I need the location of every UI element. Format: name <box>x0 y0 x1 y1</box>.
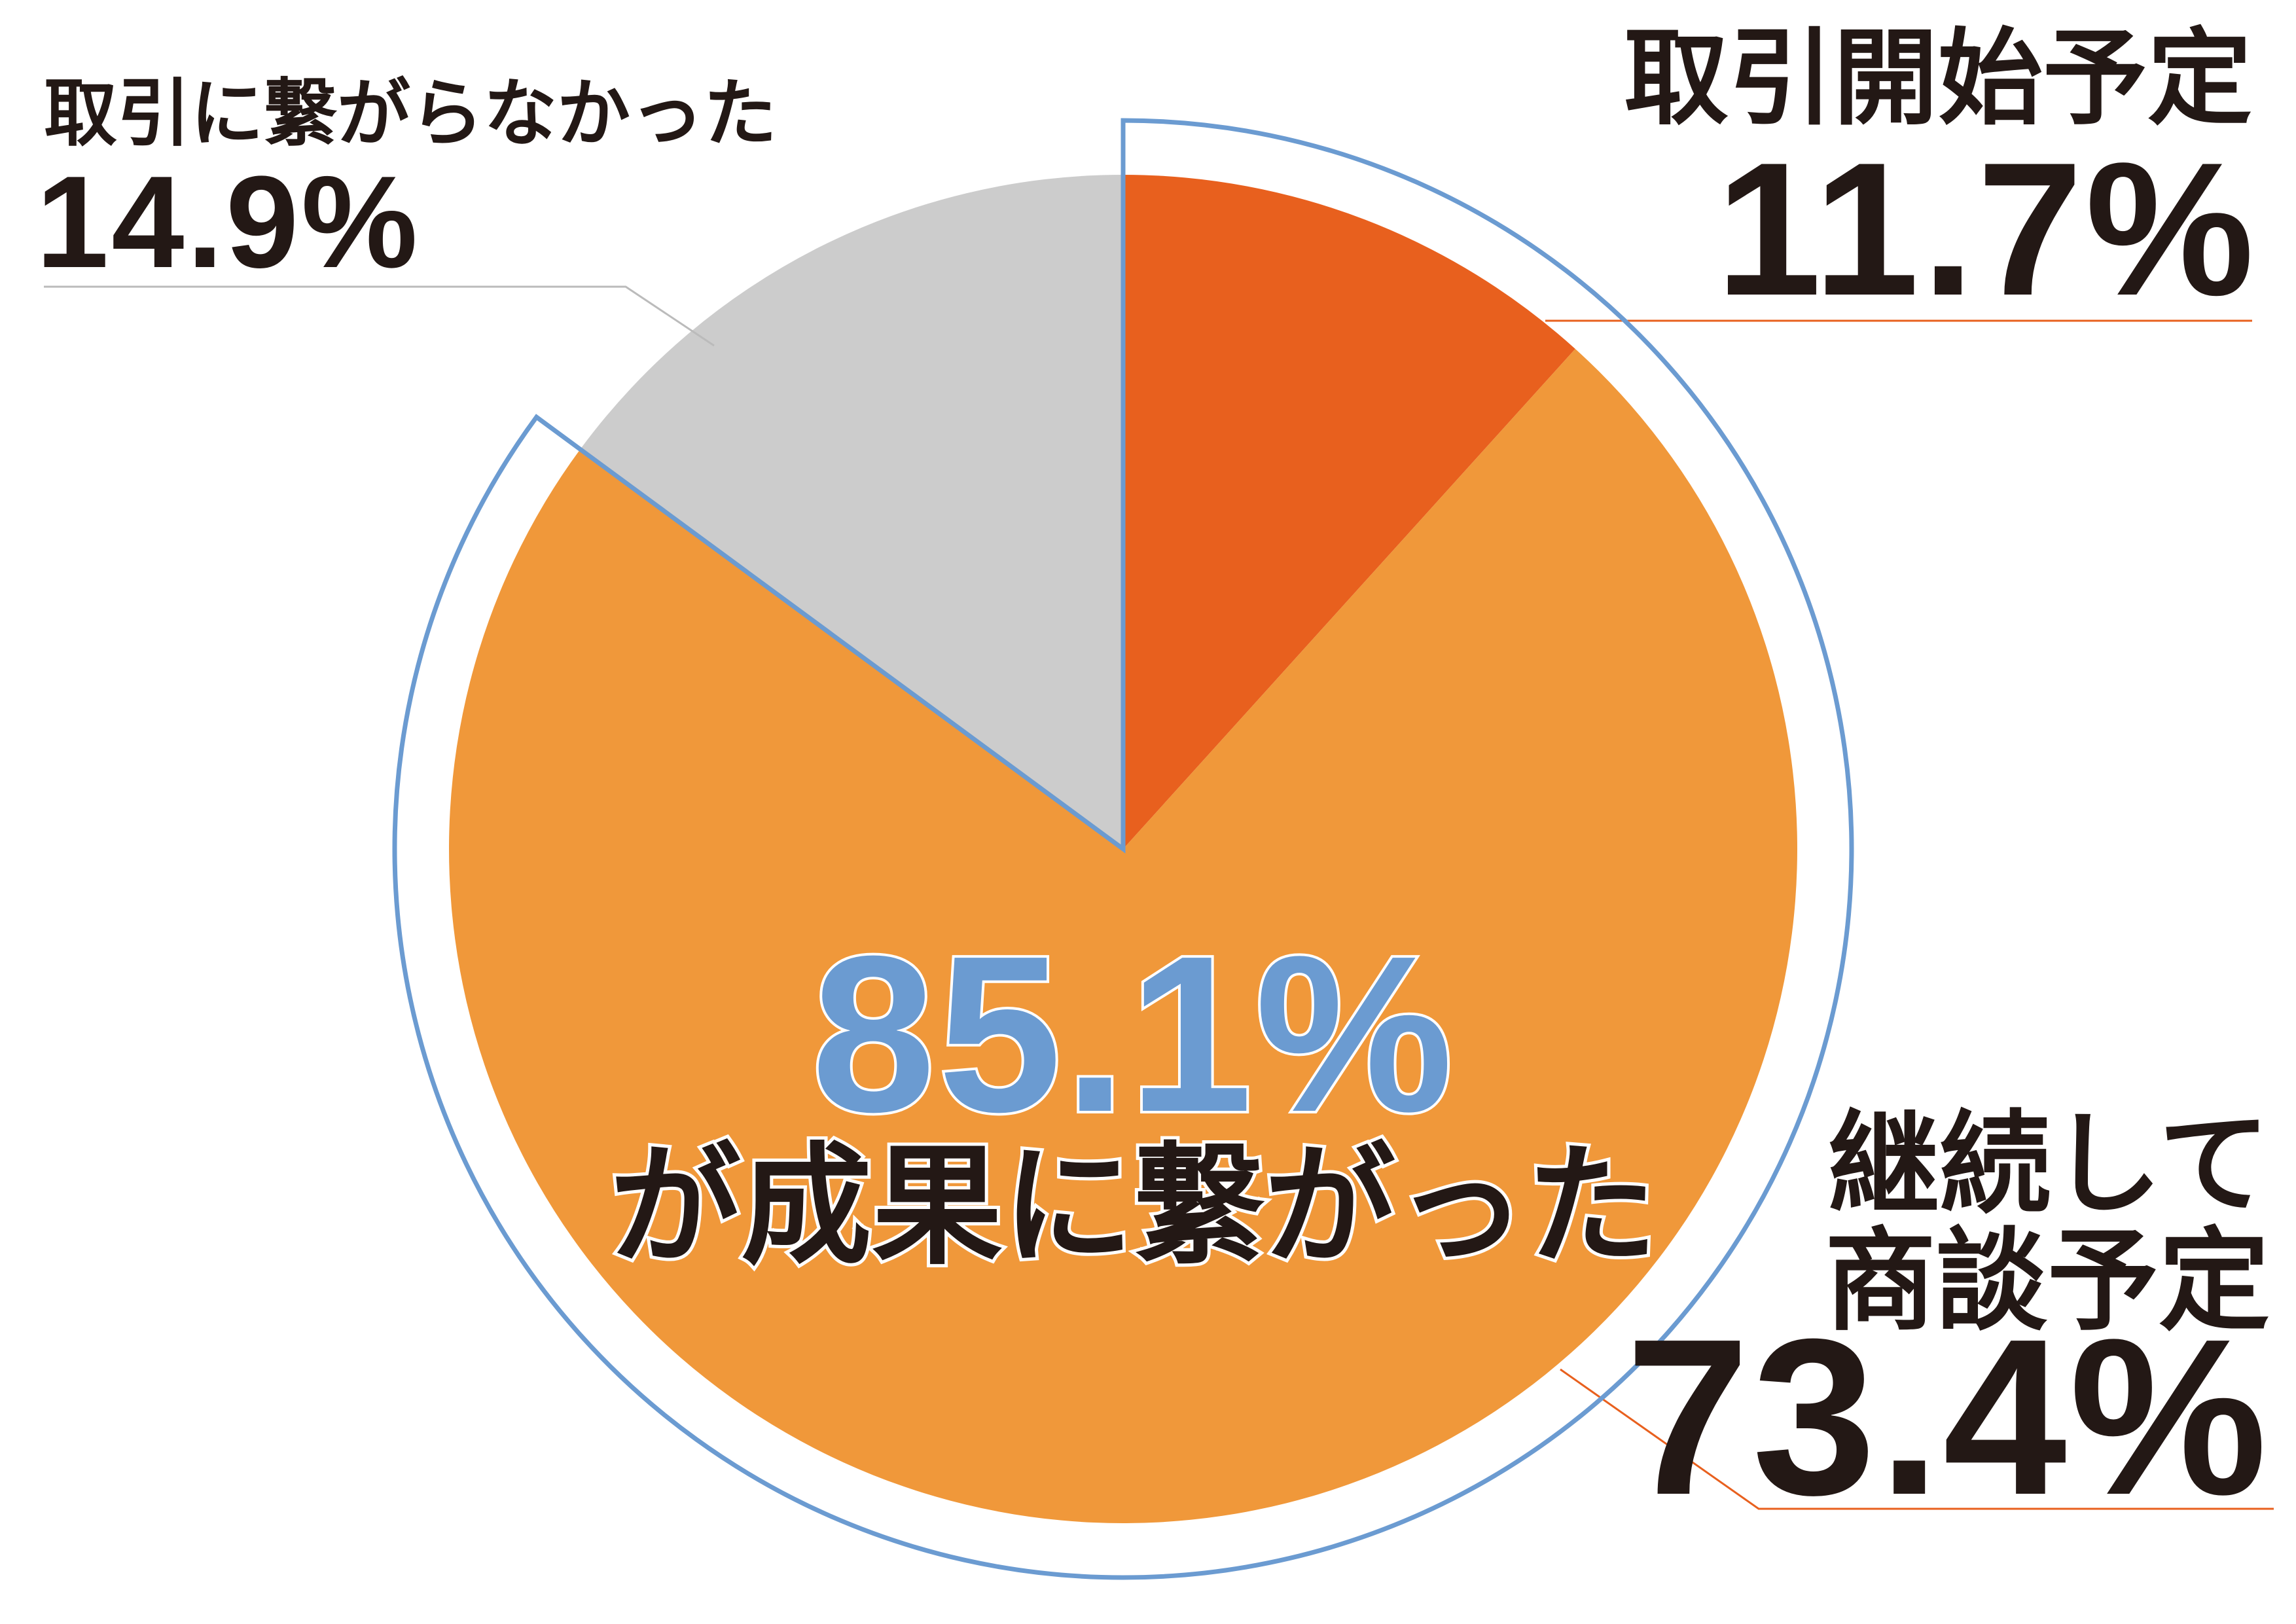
category-label: 取引開始予定 <box>1623 17 2252 139</box>
category-label: 継続して商談予定 <box>1824 1100 2270 1346</box>
pie-slice <box>1123 175 1575 849</box>
pie-slice <box>449 349 1797 1524</box>
highlight-value: 85.1% <box>809 910 1456 1159</box>
leader-line <box>44 285 715 347</box>
leader-line <box>1560 1368 2274 1510</box>
value-label: 11.7% <box>1715 123 2257 335</box>
pie <box>449 175 1797 1524</box>
highlight-ring <box>392 118 1854 1580</box>
value-label: 73.4% <box>1625 1293 2270 1542</box>
pie-slice <box>580 175 1123 849</box>
highlight-text: が成果に繋がった <box>607 1130 1660 1283</box>
category-label: 取引に繋がらなかった <box>44 71 777 156</box>
value-label: 14.9% <box>36 149 421 295</box>
